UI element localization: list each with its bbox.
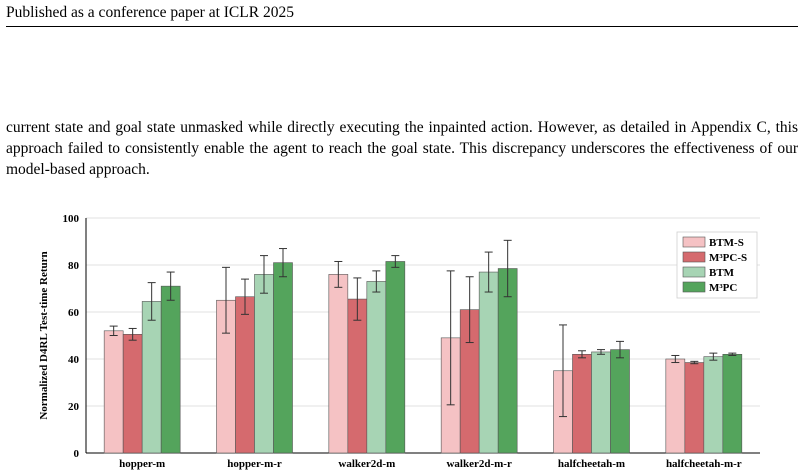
legend-swatch (682, 236, 706, 248)
bar (160, 285, 181, 454)
header-rule (6, 26, 798, 27)
y-tick-label: 60 (68, 307, 80, 319)
bar (665, 358, 686, 454)
bar (591, 351, 611, 454)
bar (122, 334, 143, 454)
y-tick-label: 0 (74, 448, 80, 460)
legend-label: BTM-S (709, 237, 744, 249)
bar (273, 262, 293, 454)
grouped-bar-chart: 0 20 40 60 80 100 Normalized D4RL Test-time Re… (38, 213, 760, 470)
bar (103, 330, 124, 454)
legend-label: M³PC (709, 282, 737, 294)
x-tick-label: walker2d-m-r (446, 458, 511, 470)
x-tick-label: hopper-m (119, 458, 165, 470)
y-tick-label: 20 (68, 401, 80, 413)
bar (141, 301, 162, 454)
bar (610, 349, 630, 454)
legend-swatch (682, 266, 706, 278)
bar (328, 274, 349, 454)
legend-label: BTM (709, 267, 735, 279)
bar (366, 281, 387, 454)
x-tick-label: halfcheetah-m-r (666, 458, 742, 470)
bar (254, 274, 274, 454)
y-axis-label: Normalized D4RL Test-time Return (38, 251, 50, 419)
body-paragraph: current state and goal state unmasked wh… (6, 117, 798, 180)
legend-swatch (682, 251, 706, 263)
y-tick-label: 40 (68, 354, 80, 366)
y-tick-label: 80 (68, 260, 80, 272)
x-tick-label: halfcheetah-m (558, 458, 625, 470)
legend-swatch (682, 281, 706, 293)
bar (684, 362, 705, 454)
legend-label: M³PC-S (709, 252, 747, 264)
y-tick-label: 100 (63, 213, 80, 225)
x-tick-label: hopper-m-r (227, 458, 282, 470)
bar (722, 354, 743, 454)
bar (347, 298, 368, 454)
bar (385, 261, 406, 454)
bar (235, 296, 255, 454)
bar (478, 271, 499, 454)
x-tick-label: walker2d-m (338, 458, 395, 470)
paragraph-text: current state and goal state unmasked wh… (6, 119, 798, 178)
bar (703, 356, 724, 454)
running-header: Published as a conference paper at ICLR … (6, 4, 294, 21)
bar (572, 354, 592, 454)
